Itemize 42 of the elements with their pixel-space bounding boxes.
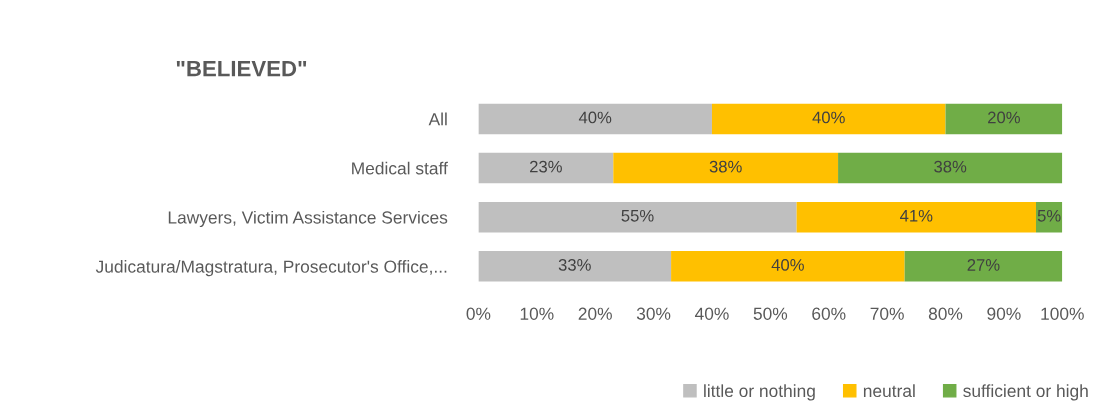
y-tick-label: Medical staff [352, 161, 448, 175]
bar [478, 152, 614, 184]
x-tick-label: 10% [520, 307, 554, 320]
bar [478, 251, 672, 282]
y-tick-label: Judicatura/Magstratura, Prosecutor's Office,... [95, 260, 447, 277]
bar [904, 251, 1063, 282]
bar [478, 103, 712, 135]
y-tick-label: Lawyers, Victim Assistance Services [168, 210, 448, 228]
x-tick-label: 100% [1041, 307, 1084, 320]
x-tick-label: 60% [812, 307, 846, 320]
bar [613, 152, 839, 184]
data-label: 27% [967, 259, 1000, 271]
data-label: 40% [771, 259, 804, 271]
bar [478, 201, 797, 233]
text: "BELIEVED" [176, 60, 307, 77]
data-label: 33% [558, 259, 591, 271]
data-label: 20% [988, 111, 1020, 124]
x-tick-label: 70% [870, 307, 904, 320]
data-label: 38% [934, 160, 967, 173]
data-label: 38% [709, 160, 742, 173]
x-tick-label: 30% [636, 307, 671, 320]
x-tick-label: 90% [987, 307, 1021, 320]
data-label: 5% [1037, 209, 1061, 222]
legend-label: little or nothing [704, 384, 815, 401]
bar [796, 201, 1036, 233]
bar [838, 152, 1063, 184]
data-label: 55% [621, 209, 654, 222]
y-tick-label: All [428, 112, 447, 126]
legend-label: neutral [863, 384, 915, 398]
data-label: 41% [900, 209, 933, 222]
x-tick-label: 50% [753, 307, 788, 320]
bar [711, 103, 946, 135]
x-tick-label: 40% [694, 307, 729, 320]
legend-label: sufficient or high [963, 384, 1088, 401]
x-tick-label: 20% [578, 307, 612, 320]
x-tick-label: 0% [466, 307, 491, 320]
bar [945, 103, 1063, 135]
data-label: 40% [812, 111, 845, 124]
bar [671, 251, 905, 282]
data-label: 40% [578, 111, 612, 124]
data-label: 23% [530, 160, 562, 173]
x-tick-label: 80% [928, 307, 963, 320]
